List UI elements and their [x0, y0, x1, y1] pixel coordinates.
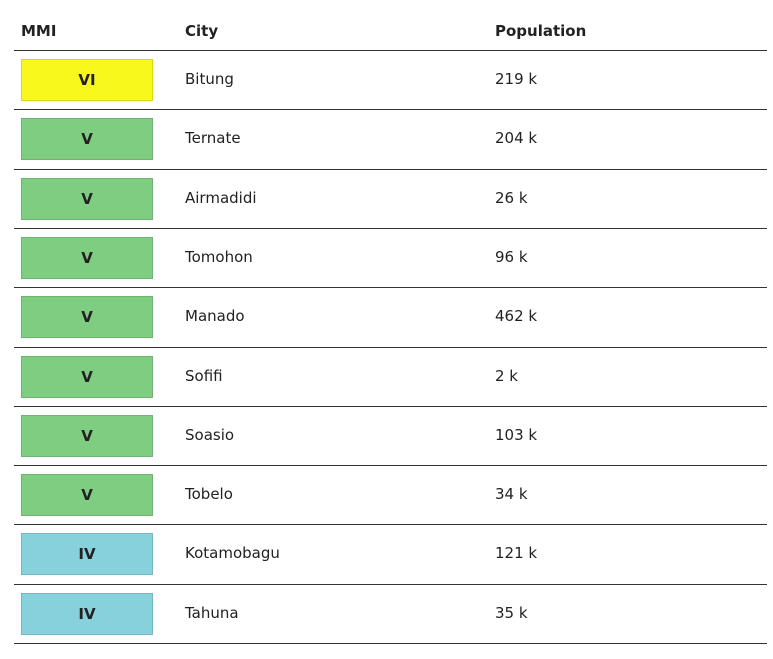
row-rule — [14, 109, 767, 110]
city: Kotamobagu — [185, 544, 280, 563]
row-rule — [14, 524, 767, 525]
city: Tobelo — [185, 485, 233, 504]
population: 2 k — [495, 366, 518, 385]
population: 96 k — [495, 247, 528, 266]
row-rule — [14, 347, 767, 348]
mmi-badge: V — [21, 177, 153, 220]
population: 121 k — [495, 544, 538, 563]
row-rule — [14, 406, 767, 407]
row-rule — [14, 228, 767, 229]
mmi-badge: VI — [21, 59, 153, 101]
mmi-badge: V — [21, 296, 153, 339]
population: 26 k — [495, 188, 528, 207]
population: 35 k — [495, 603, 528, 622]
city: Airmadidi — [185, 188, 257, 207]
header-rule — [14, 50, 767, 51]
population: 219 k — [495, 70, 538, 88]
city: Sofifi — [185, 366, 223, 385]
population: 34 k — [495, 485, 528, 504]
mmi-badge: V — [21, 118, 153, 161]
city: Manado — [185, 307, 245, 326]
row-rule — [14, 287, 767, 288]
row-rule — [14, 584, 767, 585]
row-rule — [14, 643, 767, 644]
mmi-badge: V — [21, 236, 153, 279]
row-rule — [14, 465, 767, 466]
row-rule — [14, 169, 767, 170]
city: Bitung — [185, 70, 234, 88]
mmi-badge: V — [21, 414, 153, 457]
population: 103 k — [495, 425, 538, 444]
mmi-badge: IV — [21, 533, 153, 576]
city: Tahuna — [185, 603, 239, 622]
population: 204 k — [495, 129, 538, 148]
column-header: Population — [495, 22, 587, 40]
city: Tomohon — [185, 247, 253, 266]
mmi-badge: V — [21, 355, 153, 398]
column-header: City — [185, 22, 219, 40]
city: Ternate — [185, 129, 241, 148]
population: 462 k — [495, 307, 538, 326]
mmi-badge: IV — [21, 592, 153, 635]
column-header: MMI — [21, 22, 57, 40]
city: Soasio — [185, 425, 235, 444]
mmi-badge: V — [21, 474, 153, 517]
